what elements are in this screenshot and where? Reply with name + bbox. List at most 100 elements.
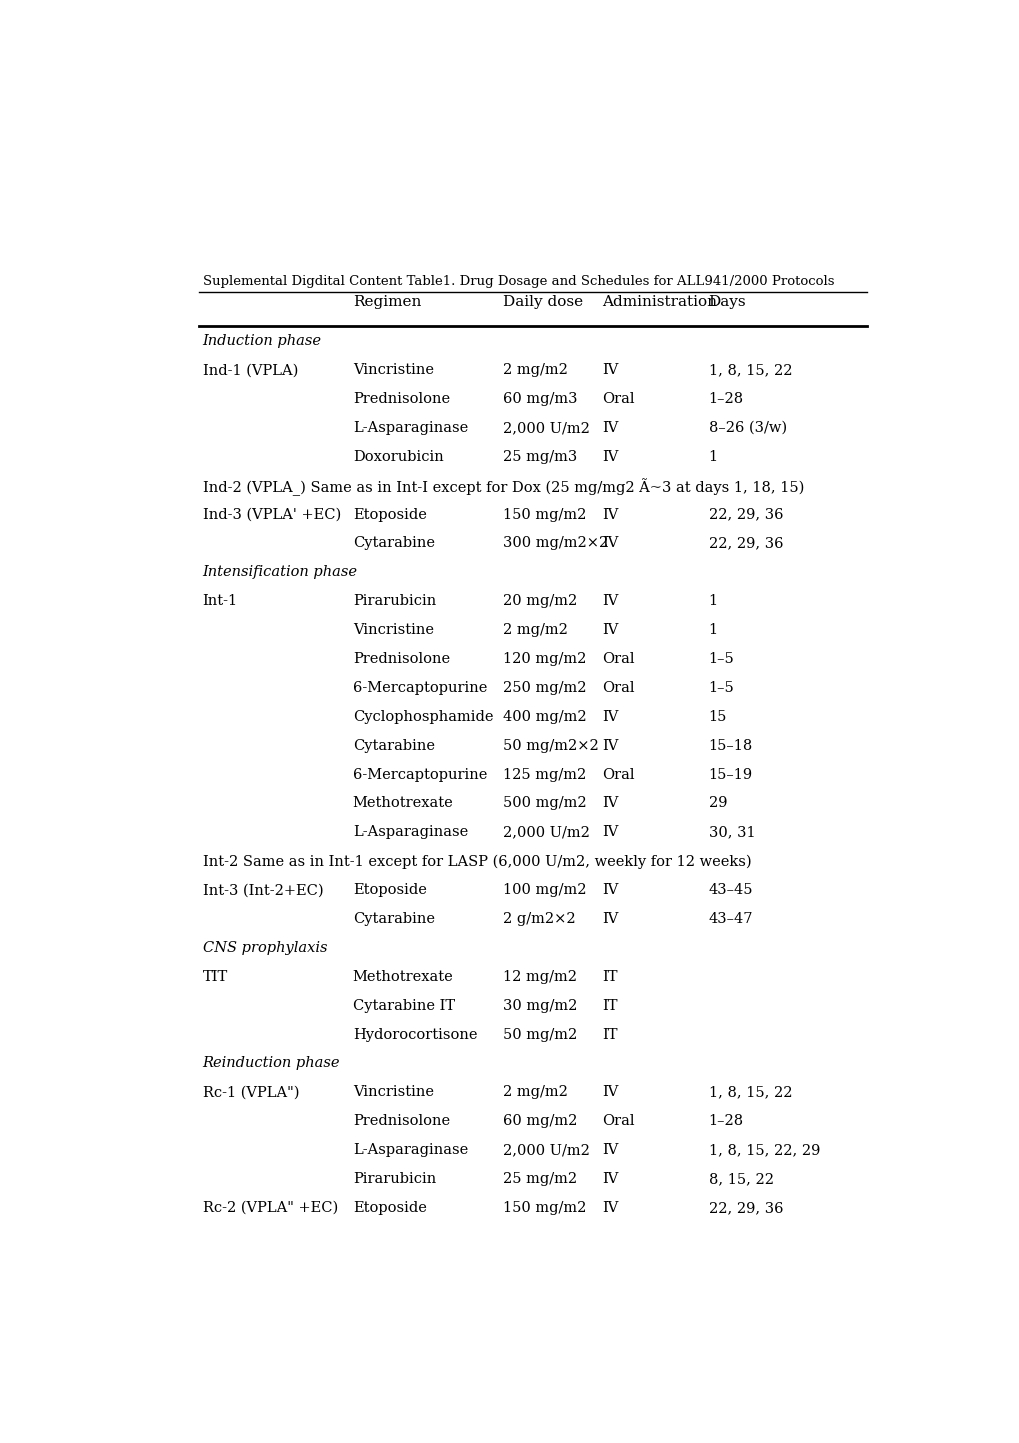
Text: 12 mg/m2: 12 mg/m2 bbox=[502, 970, 577, 984]
Text: 300 mg/m2×2: 300 mg/m2×2 bbox=[502, 537, 607, 550]
Text: Methotrexate: Methotrexate bbox=[353, 797, 453, 811]
Text: Oral: Oral bbox=[601, 652, 634, 667]
Text: 22, 29, 36: 22, 29, 36 bbox=[708, 508, 783, 521]
Text: 25 mg/m2: 25 mg/m2 bbox=[502, 1172, 577, 1186]
Text: 500 mg/m2: 500 mg/m2 bbox=[502, 797, 586, 811]
Text: IV: IV bbox=[601, 1085, 618, 1100]
Text: CNS prophylaxis: CNS prophylaxis bbox=[203, 941, 327, 955]
Text: 150 mg/m2: 150 mg/m2 bbox=[502, 508, 586, 521]
Text: Vincristine: Vincristine bbox=[353, 623, 433, 638]
Text: 50 mg/m2×2: 50 mg/m2×2 bbox=[502, 739, 598, 753]
Text: 2 g/m2×2: 2 g/m2×2 bbox=[502, 912, 575, 926]
Text: IV: IV bbox=[601, 508, 618, 521]
Text: IV: IV bbox=[601, 1172, 618, 1186]
Text: 400 mg/m2: 400 mg/m2 bbox=[502, 710, 586, 724]
Text: 1–28: 1–28 bbox=[708, 392, 743, 405]
Text: 29: 29 bbox=[708, 797, 727, 811]
Text: Cytarabine: Cytarabine bbox=[353, 739, 434, 753]
Text: L-Asparaginase: L-Asparaginase bbox=[353, 825, 468, 840]
Text: Prednisolone: Prednisolone bbox=[353, 1114, 449, 1128]
Text: Days: Days bbox=[708, 294, 746, 309]
Text: 6-Mercaptopurine: 6-Mercaptopurine bbox=[353, 681, 487, 696]
Text: 20 mg/m2: 20 mg/m2 bbox=[502, 595, 577, 609]
Text: 6-Mercaptopurine: 6-Mercaptopurine bbox=[353, 768, 487, 782]
Text: 1–5: 1–5 bbox=[708, 681, 734, 696]
Text: 1, 8, 15, 22, 29: 1, 8, 15, 22, 29 bbox=[708, 1143, 819, 1157]
Text: L-Asparaginase: L-Asparaginase bbox=[353, 1143, 468, 1157]
Text: Induction phase: Induction phase bbox=[203, 335, 321, 348]
Text: 30, 31: 30, 31 bbox=[708, 825, 754, 840]
Text: Suplemental Digdital Content Table1. Drug Dosage and Schedules for ALL941/2000 P: Suplemental Digdital Content Table1. Dru… bbox=[203, 274, 834, 287]
Text: Int-2 Same as in Int-1 except for LASP (6,000 U/m2, weekly for 12 weeks): Int-2 Same as in Int-1 except for LASP (… bbox=[203, 854, 750, 869]
Text: 2,000 U/m2: 2,000 U/m2 bbox=[502, 421, 589, 434]
Text: Hydorocortisone: Hydorocortisone bbox=[353, 1027, 477, 1042]
Text: Cytarabine: Cytarabine bbox=[353, 912, 434, 926]
Text: 2 mg/m2: 2 mg/m2 bbox=[502, 1085, 568, 1100]
Text: Int-1: Int-1 bbox=[203, 595, 237, 609]
Text: 1: 1 bbox=[708, 623, 717, 638]
Text: IV: IV bbox=[601, 912, 618, 926]
Text: 25 mg/m3: 25 mg/m3 bbox=[502, 450, 577, 463]
Text: IV: IV bbox=[601, 739, 618, 753]
Text: 1: 1 bbox=[708, 595, 717, 609]
Text: 2 mg/m2: 2 mg/m2 bbox=[502, 364, 568, 377]
Text: 1, 8, 15, 22: 1, 8, 15, 22 bbox=[708, 364, 791, 377]
Text: IV: IV bbox=[601, 364, 618, 377]
Text: 100 mg/m2: 100 mg/m2 bbox=[502, 883, 586, 898]
Text: IV: IV bbox=[601, 595, 618, 609]
Text: 15: 15 bbox=[708, 710, 727, 724]
Text: Vincristine: Vincristine bbox=[353, 364, 433, 377]
Text: Daily dose: Daily dose bbox=[502, 294, 583, 309]
Text: Prednisolone: Prednisolone bbox=[353, 392, 449, 405]
Text: Oral: Oral bbox=[601, 1114, 634, 1128]
Text: 2,000 U/m2: 2,000 U/m2 bbox=[502, 825, 589, 840]
Text: 30 mg/m2: 30 mg/m2 bbox=[502, 999, 577, 1013]
Text: IV: IV bbox=[601, 883, 618, 898]
Text: 1, 8, 15, 22: 1, 8, 15, 22 bbox=[708, 1085, 791, 1100]
Text: Pirarubicin: Pirarubicin bbox=[353, 595, 435, 609]
Text: Regimen: Regimen bbox=[353, 294, 421, 309]
Text: 50 mg/m2: 50 mg/m2 bbox=[502, 1027, 577, 1042]
Text: Cytarabine: Cytarabine bbox=[353, 537, 434, 550]
Text: 125 mg/m2: 125 mg/m2 bbox=[502, 768, 586, 782]
Text: IT: IT bbox=[601, 999, 616, 1013]
Text: 60 mg/m2: 60 mg/m2 bbox=[502, 1114, 577, 1128]
Text: Etoposide: Etoposide bbox=[353, 1201, 426, 1215]
Text: 8–26 (3/w): 8–26 (3/w) bbox=[708, 421, 786, 434]
Text: 2,000 U/m2: 2,000 U/m2 bbox=[502, 1143, 589, 1157]
Text: Reinduction phase: Reinduction phase bbox=[203, 1056, 339, 1071]
Text: 250 mg/m2: 250 mg/m2 bbox=[502, 681, 586, 696]
Text: IV: IV bbox=[601, 825, 618, 840]
Text: Administration: Administration bbox=[601, 294, 716, 309]
Text: IV: IV bbox=[601, 537, 618, 550]
Text: Ind-2 (VPLA_) Same as in Int-I except for Dox (25 mg/mg2 Ã~3 at days 1, 18, 15): Ind-2 (VPLA_) Same as in Int-I except fo… bbox=[203, 479, 803, 496]
Text: Prednisolone: Prednisolone bbox=[353, 652, 449, 667]
Text: 1–28: 1–28 bbox=[708, 1114, 743, 1128]
Text: Doxorubicin: Doxorubicin bbox=[353, 450, 443, 463]
Text: 22, 29, 36: 22, 29, 36 bbox=[708, 537, 783, 550]
Text: Etoposide: Etoposide bbox=[353, 508, 426, 521]
Text: 120 mg/m2: 120 mg/m2 bbox=[502, 652, 586, 667]
Text: 1: 1 bbox=[708, 450, 717, 463]
Text: Vincristine: Vincristine bbox=[353, 1085, 433, 1100]
Text: L-Asparaginase: L-Asparaginase bbox=[353, 421, 468, 434]
Text: Cytarabine IT: Cytarabine IT bbox=[353, 999, 454, 1013]
Text: 43–47: 43–47 bbox=[708, 912, 752, 926]
Text: Etoposide: Etoposide bbox=[353, 883, 426, 898]
Text: Oral: Oral bbox=[601, 681, 634, 696]
Text: IV: IV bbox=[601, 1201, 618, 1215]
Text: Cyclophosphamide: Cyclophosphamide bbox=[353, 710, 493, 724]
Text: IT: IT bbox=[601, 1027, 616, 1042]
Text: IV: IV bbox=[601, 797, 618, 811]
Text: 43–45: 43–45 bbox=[708, 883, 752, 898]
Text: Ind-1 (VPLA): Ind-1 (VPLA) bbox=[203, 364, 298, 377]
Text: IT: IT bbox=[601, 970, 616, 984]
Text: Ind-3 (VPLA' +EC): Ind-3 (VPLA' +EC) bbox=[203, 508, 340, 521]
Text: 60 mg/m3: 60 mg/m3 bbox=[502, 392, 577, 405]
Text: Methotrexate: Methotrexate bbox=[353, 970, 453, 984]
Text: 150 mg/m2: 150 mg/m2 bbox=[502, 1201, 586, 1215]
Text: Intensification phase: Intensification phase bbox=[203, 566, 358, 580]
Text: Rc-2 (VPLA" +EC): Rc-2 (VPLA" +EC) bbox=[203, 1201, 337, 1215]
Text: TIT: TIT bbox=[203, 970, 227, 984]
Text: 8, 15, 22: 8, 15, 22 bbox=[708, 1172, 772, 1186]
